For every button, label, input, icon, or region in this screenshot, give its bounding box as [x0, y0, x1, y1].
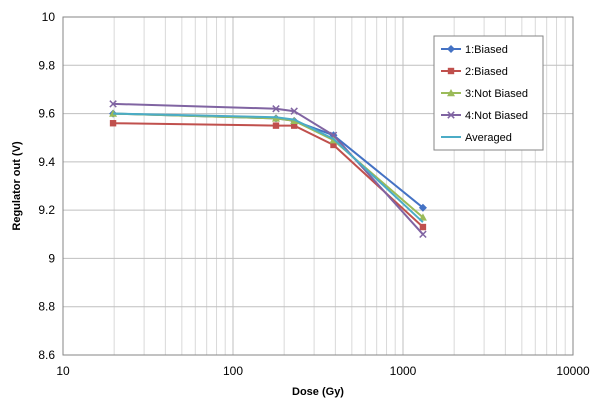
x-marker — [290, 107, 298, 115]
series-5 — [113, 112, 424, 223]
diamond-marker — [447, 45, 455, 53]
x-axis-tick-labels: 10 100 1000 10000 — [56, 364, 590, 378]
legend: 1:Biased 2:Biased 3:Not Biased 4:Not Biased… — [433, 35, 544, 151]
square-marker — [290, 122, 298, 129]
square-marker — [109, 120, 117, 127]
triangle-marker — [418, 213, 427, 221]
x-marker — [419, 230, 427, 239]
diamond-marker — [418, 203, 427, 212]
y-tick-label: 9 — [48, 251, 55, 265]
series-layer — [109, 100, 427, 239]
x-tick-label: 1000 — [390, 364, 417, 378]
y-axis-title: Regulator out (V) — [11, 141, 23, 231]
y-tick-label: 9.4 — [38, 155, 55, 169]
y-axis-tick-labels: 8.6 8.8 9 9.2 9.4 9.6 9.8 10 — [38, 10, 55, 362]
y-tick-label: 9.6 — [38, 107, 55, 121]
legend-label: 2:Biased — [465, 66, 508, 78]
legend-label: 3:Not Biased — [465, 88, 528, 100]
legend-item: 3:Not Biased — [441, 88, 528, 100]
x-marker — [109, 100, 117, 108]
x-tick-label: 10000 — [556, 364, 590, 378]
legend-item: Averaged — [441, 132, 512, 144]
y-tick-label: 9.2 — [38, 203, 55, 217]
y-tick-label: 8.6 — [38, 348, 55, 362]
square-marker — [272, 122, 280, 129]
triangle-marker — [109, 109, 118, 117]
series-2 — [109, 120, 427, 231]
square-marker — [419, 223, 427, 231]
x-marker — [272, 105, 280, 113]
series-4 — [109, 100, 427, 239]
square-marker — [447, 67, 455, 75]
square-marker — [330, 141, 337, 149]
legend-label: 1:Biased — [465, 44, 508, 56]
legend-item: 4:Not Biased — [441, 110, 528, 122]
legend-item: 1:Biased — [441, 44, 508, 56]
minor-gridlines — [113, 17, 566, 355]
legend-label: 4:Not Biased — [465, 110, 528, 122]
x-tick-label: 10 — [56, 364, 70, 378]
x-axis-title: Dose (Gy) — [292, 386, 344, 398]
x-tick-label: 100 — [223, 364, 243, 378]
y-tick-label: 8.8 — [38, 300, 55, 314]
triangle-marker — [447, 89, 455, 97]
legend-item: 2:Biased — [441, 66, 508, 78]
x-marker — [447, 111, 455, 119]
plot-area-frame — [62, 16, 574, 356]
y-tick-label: 10 — [42, 10, 56, 24]
series-line — [113, 112, 424, 223]
legend-label: Averaged — [465, 132, 512, 144]
y-tick-label: 9.8 — [38, 58, 55, 72]
